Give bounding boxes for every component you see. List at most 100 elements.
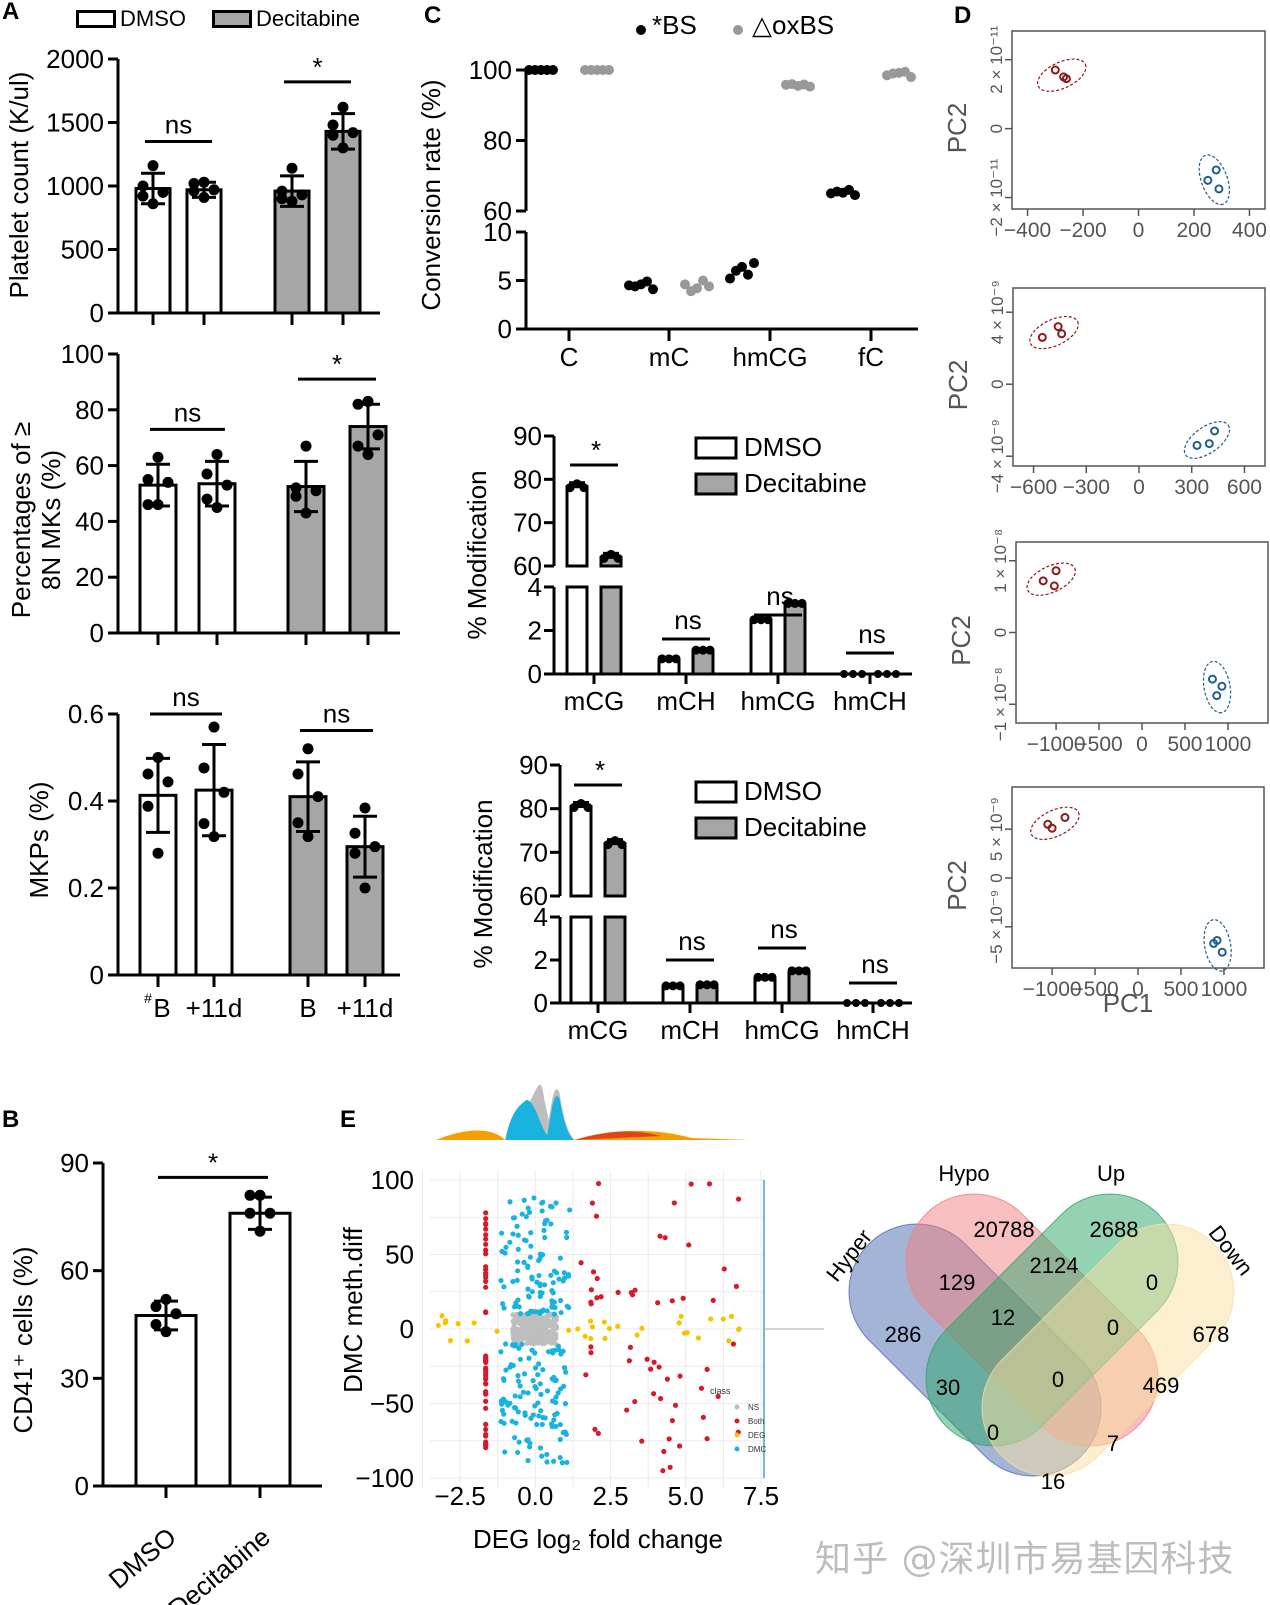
scatter-point xyxy=(500,1301,506,1307)
y-axis-label: % Modification xyxy=(462,470,492,639)
y-tick-label: 0 xyxy=(498,314,512,344)
bar-lower xyxy=(599,585,623,676)
scatter-point xyxy=(526,1355,532,1361)
venn-region-count: 7 xyxy=(1107,1431,1119,1456)
x-tick-label: Decitabine xyxy=(162,1522,275,1605)
scatter-point xyxy=(528,1230,534,1236)
scatter-point xyxy=(557,1421,563,1428)
scatter-point xyxy=(525,1320,531,1326)
pca-point-red xyxy=(1061,74,1071,84)
scatter-point xyxy=(521,1327,527,1333)
scatter-point xyxy=(503,1244,509,1250)
data-point xyxy=(372,429,384,441)
significance-label: ns xyxy=(678,926,705,956)
significance-label: * xyxy=(595,755,605,785)
x-tick-label: mCG xyxy=(564,686,625,716)
scatter-point xyxy=(483,1376,489,1382)
scatter-point xyxy=(553,1399,559,1406)
scatter-point xyxy=(556,1347,562,1353)
scatter-point xyxy=(543,1315,550,1321)
scatter-point xyxy=(535,1400,541,1406)
data-point xyxy=(208,184,220,196)
scatter-point xyxy=(728,1313,735,1319)
data-point xyxy=(861,999,869,1007)
y-tick-label: 0 xyxy=(400,1314,414,1344)
data-point xyxy=(286,195,298,207)
scatter-point xyxy=(510,1312,516,1318)
scatter-point xyxy=(537,1381,543,1387)
y-axis-label: Percentages of ≥ xyxy=(6,422,36,618)
x-tick-label: −500 xyxy=(1075,733,1122,756)
y-tick-label: 5 × 10⁻⁹ xyxy=(987,797,1006,861)
scatter-point xyxy=(526,1310,532,1317)
data-point xyxy=(603,840,613,850)
legend-bs-label: *BS xyxy=(652,10,697,40)
scatter-point xyxy=(471,1320,477,1326)
significance-label: ns xyxy=(858,619,885,649)
bar xyxy=(134,1314,198,1488)
y-tick-label: −100 xyxy=(355,1463,414,1493)
scatter-point xyxy=(695,1335,702,1341)
data-point xyxy=(883,670,891,678)
y-tick-label: 60 xyxy=(519,881,548,911)
scatter-point xyxy=(548,1272,554,1278)
significance-label: ns xyxy=(770,914,797,944)
scatter-point xyxy=(536,1272,542,1279)
data-point xyxy=(895,999,903,1007)
data-point xyxy=(211,501,223,513)
data-point xyxy=(858,670,866,678)
data-point xyxy=(327,119,339,131)
scatter-point xyxy=(706,1181,713,1187)
y-tick-label: −1 × 10⁻⁸ xyxy=(991,667,1010,741)
y-tick-label: 80 xyxy=(483,126,512,156)
scatter-point xyxy=(507,1239,513,1245)
data-point xyxy=(790,598,800,608)
y-tick-label: −2 × 10⁻¹¹ xyxy=(987,158,1006,236)
x-tick-label: 0 xyxy=(1133,219,1145,242)
scatter-point xyxy=(688,1181,694,1187)
scatter-point xyxy=(594,1275,600,1282)
scatter-point xyxy=(537,1337,543,1343)
scatter-point xyxy=(528,1415,534,1421)
data-point xyxy=(150,1301,162,1313)
pca-point-blue xyxy=(1204,439,1214,449)
scatter-point xyxy=(510,1362,516,1369)
y-tick-label: 100 xyxy=(61,339,104,369)
data-point xyxy=(198,176,210,188)
scatter-point xyxy=(512,1304,518,1310)
cluster-ellipse-blue xyxy=(1203,919,1232,972)
bs-point xyxy=(743,269,753,280)
y-tick-label: 2 xyxy=(534,945,548,975)
pca-point-red xyxy=(1049,581,1059,591)
data-point xyxy=(208,831,220,843)
cluster-ellipse-blue xyxy=(1183,421,1231,459)
scatter-point xyxy=(517,1356,523,1362)
density-both xyxy=(574,1131,662,1140)
y-tick-label: 4 × 10⁻⁹ xyxy=(988,280,1007,344)
data-point xyxy=(349,847,361,859)
y-tick-label: 2 × 10⁻¹¹ xyxy=(987,25,1006,93)
data-point xyxy=(583,802,593,812)
scatter-point xyxy=(564,1234,570,1241)
x-tick-label: DMSO xyxy=(103,1522,182,1595)
scatter-point xyxy=(601,1319,607,1325)
scatter-point xyxy=(544,1459,550,1465)
data-point xyxy=(211,448,223,460)
scatter-point xyxy=(519,1211,525,1217)
data-point xyxy=(695,980,705,990)
x-tick-label: +11d xyxy=(186,993,243,1023)
scatter-point xyxy=(539,1453,545,1459)
scatter-point xyxy=(511,1434,518,1441)
scatter-point xyxy=(539,1200,545,1206)
scatter-point xyxy=(501,1305,507,1311)
data-point xyxy=(852,999,860,1007)
y-tick-label: 90 xyxy=(513,421,542,451)
pca-point-blue xyxy=(1217,681,1227,691)
scatter-point xyxy=(531,1195,537,1201)
x-tick-label: 7.5 xyxy=(743,1481,779,1511)
scatter-point xyxy=(510,1215,517,1221)
data-point xyxy=(613,553,623,563)
data-point xyxy=(137,180,149,192)
scatter-point xyxy=(553,1423,559,1430)
scatter-point xyxy=(520,1389,527,1395)
